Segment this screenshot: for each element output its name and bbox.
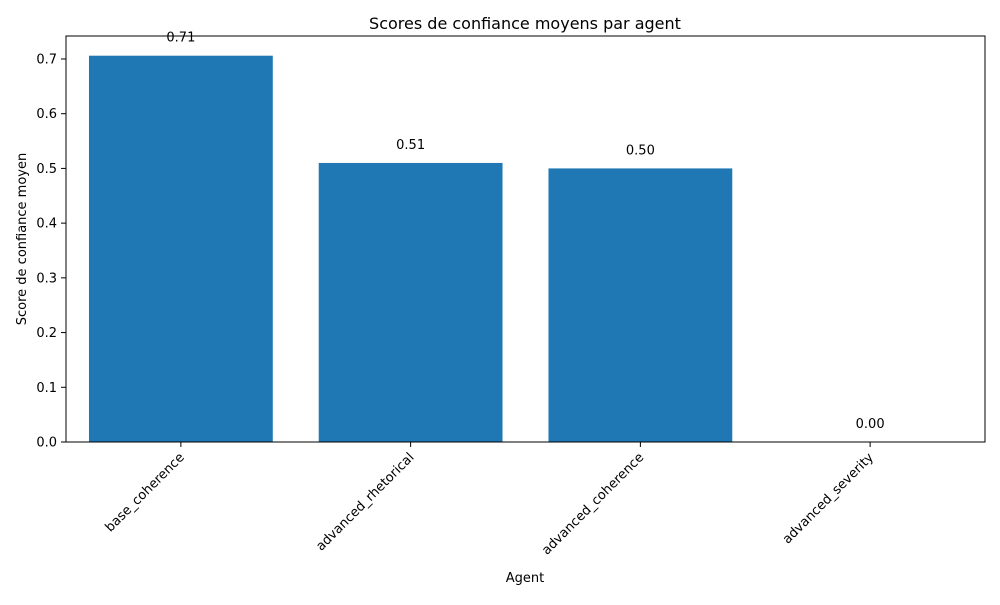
y-tick-label: 0.4 bbox=[36, 217, 57, 232]
data-label: 0.00 bbox=[856, 417, 885, 432]
data-label: 0.51 bbox=[396, 138, 425, 153]
data-label: 0.50 bbox=[626, 143, 655, 158]
y-axis-label: Score de confiance moyen bbox=[15, 153, 30, 326]
y-tick-label: 0.2 bbox=[36, 326, 57, 341]
y-tick-label: 0.3 bbox=[36, 271, 57, 286]
y-tick-label: 0.0 bbox=[36, 436, 57, 451]
chart-title: Scores de confiance moyens par agent bbox=[369, 14, 681, 33]
y-tick-label: 0.6 bbox=[36, 107, 57, 122]
y-tick-label: 0.1 bbox=[36, 381, 57, 396]
bar bbox=[548, 168, 733, 442]
plot-frame bbox=[65, 35, 986, 443]
y-tick-label: 0.5 bbox=[36, 162, 57, 177]
bar bbox=[318, 162, 503, 442]
data-label: 0.71 bbox=[166, 31, 195, 46]
x-axis-label: Agent bbox=[506, 571, 544, 586]
y-tick-label: 0.7 bbox=[36, 52, 57, 67]
bar bbox=[88, 55, 273, 442]
